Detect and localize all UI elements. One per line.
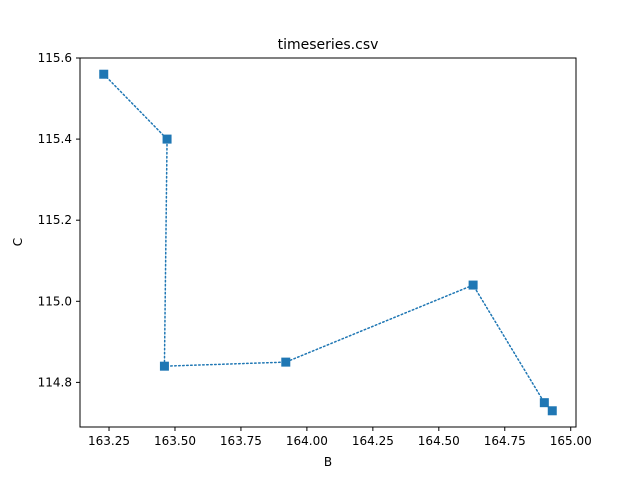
plot-area — [79, 57, 577, 428]
x-tick-label: 163.75 — [220, 434, 262, 448]
x-tick-label: 164.00 — [286, 434, 328, 448]
y-tick-label: 114.8 — [38, 375, 72, 389]
chart-title: timeseries.csv — [278, 37, 379, 53]
plot-frame — [79, 57, 577, 428]
data-point-3 — [281, 357, 291, 367]
y-axis-label: C — [11, 238, 25, 246]
data-point-1 — [162, 134, 172, 144]
x-tick-label: 164.75 — [484, 434, 526, 448]
x-axis-label: B — [324, 455, 332, 469]
data-point-0 — [99, 69, 109, 79]
x-tick-label: 164.25 — [352, 434, 394, 448]
data-point-5 — [539, 398, 549, 408]
data-point-2 — [159, 361, 169, 371]
x-tick-label: 165.00 — [550, 434, 592, 448]
data-point-4 — [468, 280, 478, 290]
x-tick-label: 164.50 — [418, 434, 460, 448]
y-tick-label: 115.4 — [38, 132, 72, 146]
y-tick-label: 115.0 — [38, 294, 72, 308]
x-tick-label: 163.50 — [154, 434, 196, 448]
y-tick-label: 115.2 — [38, 213, 72, 227]
y-tick-label: 115.6 — [38, 51, 72, 65]
axis-ticks: 163.25 163.50 163.75 164.00 164.25 164.50 164.… — [38, 51, 592, 448]
x-tick-label: 163.25 — [88, 434, 130, 448]
data-point-6 — [547, 406, 557, 416]
